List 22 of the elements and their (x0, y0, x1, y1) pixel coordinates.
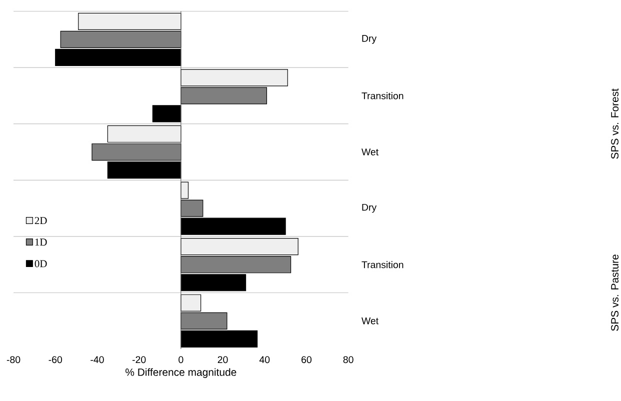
x-tick-label: 40 (259, 356, 270, 364)
legend-label: 1D (35, 238, 47, 246)
legend-label: 2D (34, 217, 47, 224)
y-tick-label: Transition (362, 261, 404, 268)
y-tick-label: Wet (362, 318, 379, 324)
x-tick-label: 80 (343, 356, 354, 364)
x-tick-label: 60 (302, 356, 312, 364)
x-tick-label: -20 (132, 356, 146, 364)
x-axis-title: % Difference magnitude (126, 368, 236, 378)
y-tick-label: Dry (362, 35, 377, 44)
x-tick-label: 20 (218, 356, 228, 364)
y-tick-label: Wet (362, 148, 379, 156)
x-tick-label: -60 (48, 356, 62, 364)
legend-label: 0D (34, 260, 47, 268)
x-tick-label: -80 (6, 356, 20, 364)
bar (152, 105, 182, 122)
text: SPS vs. Pasture (611, 254, 619, 331)
y-tick-label: Dry (362, 204, 377, 213)
y-tick-label: Transition (362, 92, 404, 100)
x-tick-label: 0 (178, 356, 184, 364)
x-tick-label: -40 (90, 356, 104, 364)
text: SPS vs. Forest (611, 88, 619, 159)
